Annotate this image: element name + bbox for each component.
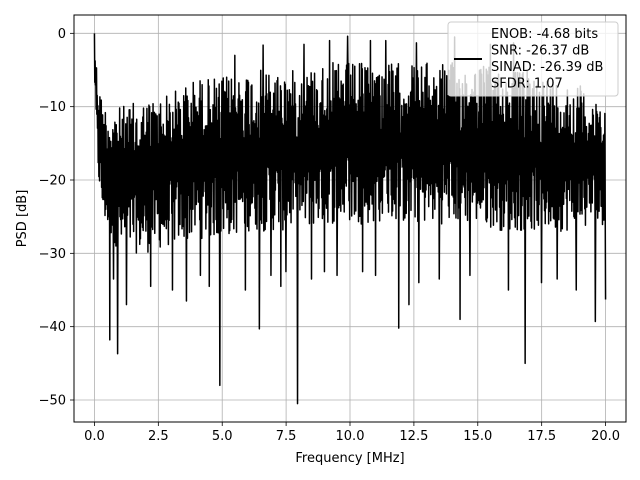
y-tick-label: −50 <box>39 394 66 409</box>
x-axis-label: Frequency [MHz] <box>295 451 404 466</box>
y-tick-label: 0 <box>58 27 66 42</box>
y-tick-label: −20 <box>39 174 66 189</box>
legend-text-enob: ENOB: -4.68 bits <box>491 27 598 42</box>
x-tick-label: 15.0 <box>463 429 492 444</box>
x-tick-label: 12.5 <box>399 429 428 444</box>
y-axis-label: PSD [dB] <box>15 190 30 248</box>
x-tick-label: 10.0 <box>336 429 365 444</box>
legend-text-sfdr: SFDR: 1.07 <box>491 77 563 92</box>
x-tick-label: 7.5 <box>276 429 297 444</box>
x-tick-label: 17.5 <box>527 429 556 444</box>
legend-text-snr: SNR: -26.37 dB <box>491 44 589 59</box>
y-tick-label: −40 <box>39 320 66 335</box>
y-tick-label: −30 <box>39 247 66 262</box>
x-tick-label: 2.5 <box>148 429 169 444</box>
y-tick-label: −10 <box>39 100 66 115</box>
legend-text-sinad: SINAD: -26.39 dB <box>491 60 603 75</box>
axis-ticks: 0.0 2.5 5.0 7.5 10.0 12.5 15.0 17.5 20.0 0 −10 −20 −… <box>39 27 620 444</box>
x-tick-label: 5.0 <box>212 429 233 444</box>
x-tick-label: 0.0 <box>84 429 105 444</box>
x-tick-label: 20.0 <box>591 429 620 444</box>
legend-box <box>447 21 619 97</box>
legend: ENOB: -4.68 bits SNR: -26.37 dB SINAD: -… <box>447 21 619 97</box>
